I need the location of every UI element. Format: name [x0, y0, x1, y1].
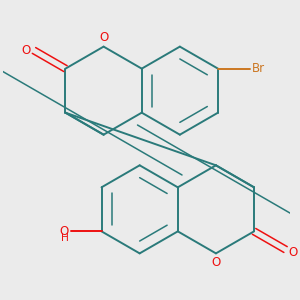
Text: O: O	[211, 256, 220, 269]
Text: H: H	[61, 233, 68, 243]
Text: O: O	[99, 31, 108, 44]
Text: O: O	[22, 44, 31, 57]
Text: O: O	[288, 246, 298, 259]
Text: O: O	[60, 225, 69, 238]
Text: Br: Br	[251, 62, 265, 75]
